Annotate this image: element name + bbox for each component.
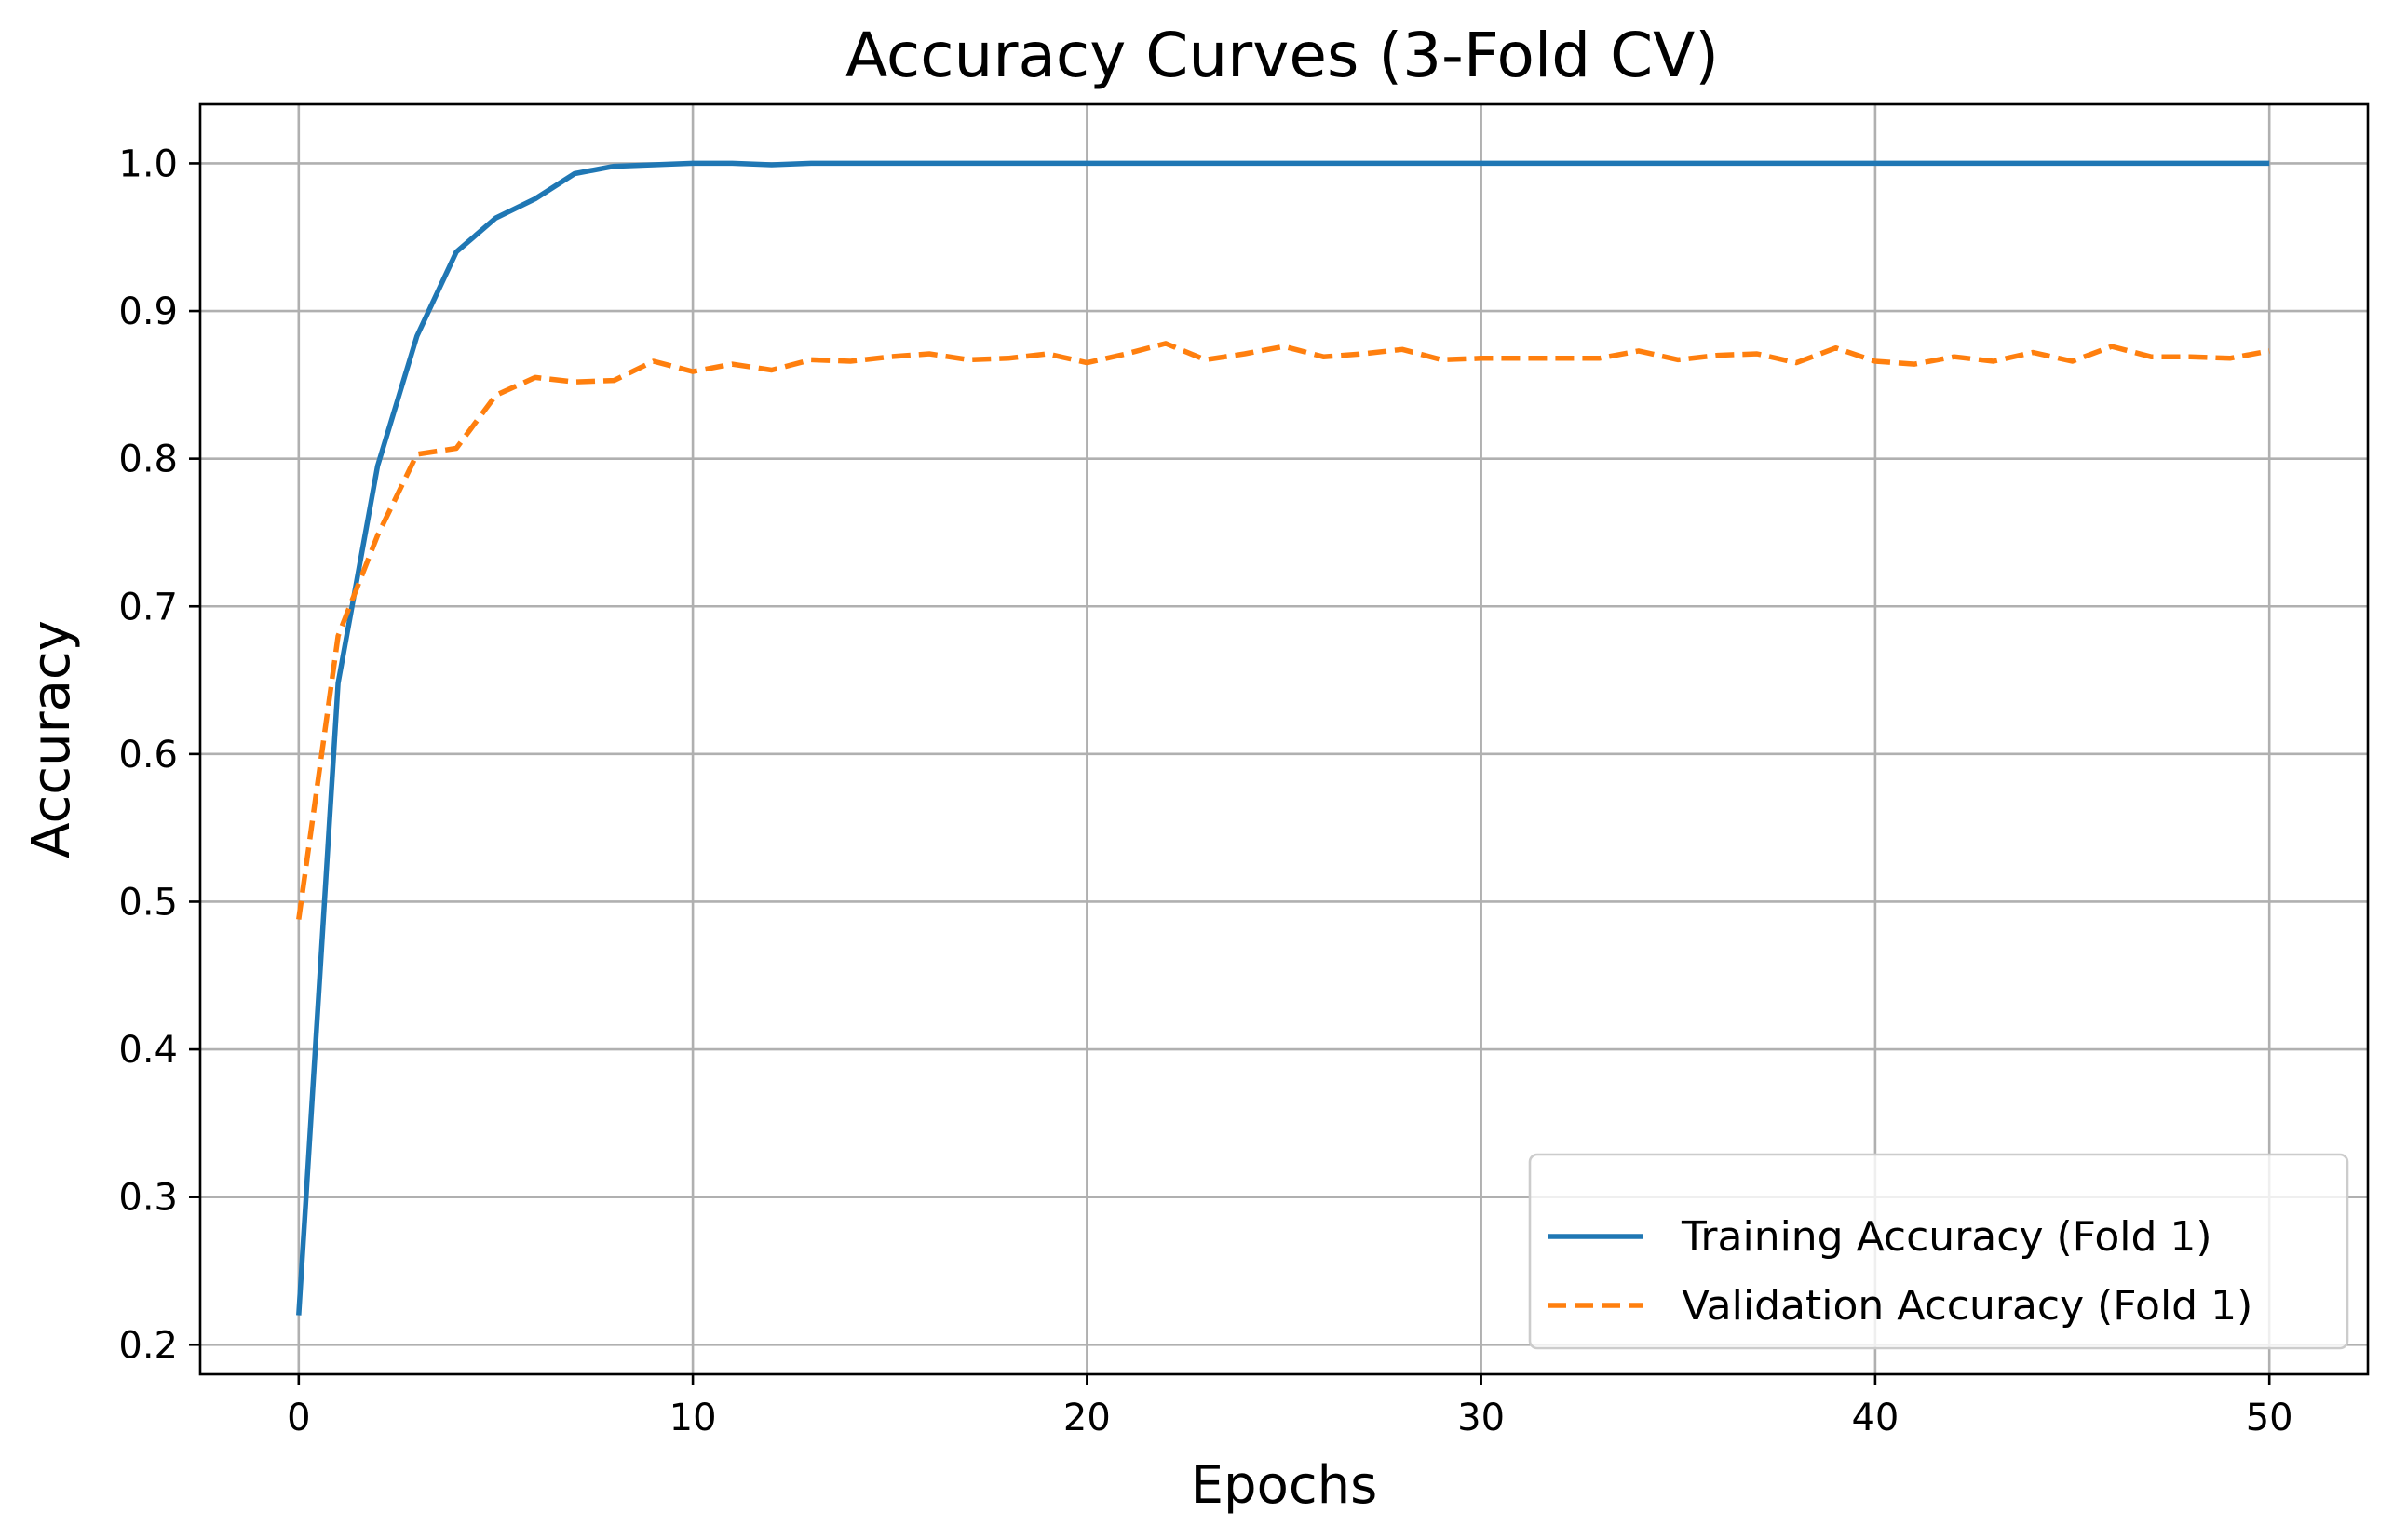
x-tick-label: 10	[669, 1397, 717, 1439]
y-tick-label: 1.0	[118, 142, 178, 185]
y-tick-label: 0.6	[118, 734, 178, 777]
x-tick-label: 40	[1851, 1397, 1899, 1439]
x-tick-label: 30	[1457, 1397, 1505, 1439]
y-tick-label: 0.2	[118, 1324, 178, 1367]
y-tick-label: 0.3	[118, 1177, 178, 1220]
legend-label-validation: Validation Accuracy (Fold 1)	[1682, 1282, 2252, 1330]
plot-area-frame	[198, 102, 2370, 1376]
training-accuracy-line	[296, 160, 2270, 1316]
y-tick-label: 0.7	[118, 586, 178, 628]
x-tick-label: 0	[287, 1397, 310, 1439]
validation-accuracy-line	[296, 341, 2270, 920]
legend-box	[1528, 1153, 2349, 1350]
axis-ticks: 0 10 20 30 40 50 0.2 0.3 0.4 0.5 0.6 0.7 0.8 0.9 1.0	[118, 142, 2292, 1439]
legend: Training Accuracy (Fold 1) Validation Ac…	[1528, 1153, 2349, 1350]
y-tick-label: 0.4	[118, 1029, 178, 1072]
x-tick-label: 50	[2246, 1397, 2293, 1439]
y-axis-label: Accuracy	[21, 620, 82, 858]
x-axis-label: Epochs	[1191, 1455, 1378, 1516]
y-tick-label: 0.5	[118, 881, 178, 924]
x-tick-label: 20	[1063, 1397, 1111, 1439]
y-tick-label: 0.9	[118, 290, 178, 333]
chart-title: Accuracy Curves (3-Fold CV)	[845, 20, 1719, 91]
series-layer	[296, 160, 2270, 1316]
legend-label-training: Training Accuracy (Fold 1)	[1681, 1213, 2212, 1261]
y-tick-label: 0.8	[118, 439, 178, 481]
